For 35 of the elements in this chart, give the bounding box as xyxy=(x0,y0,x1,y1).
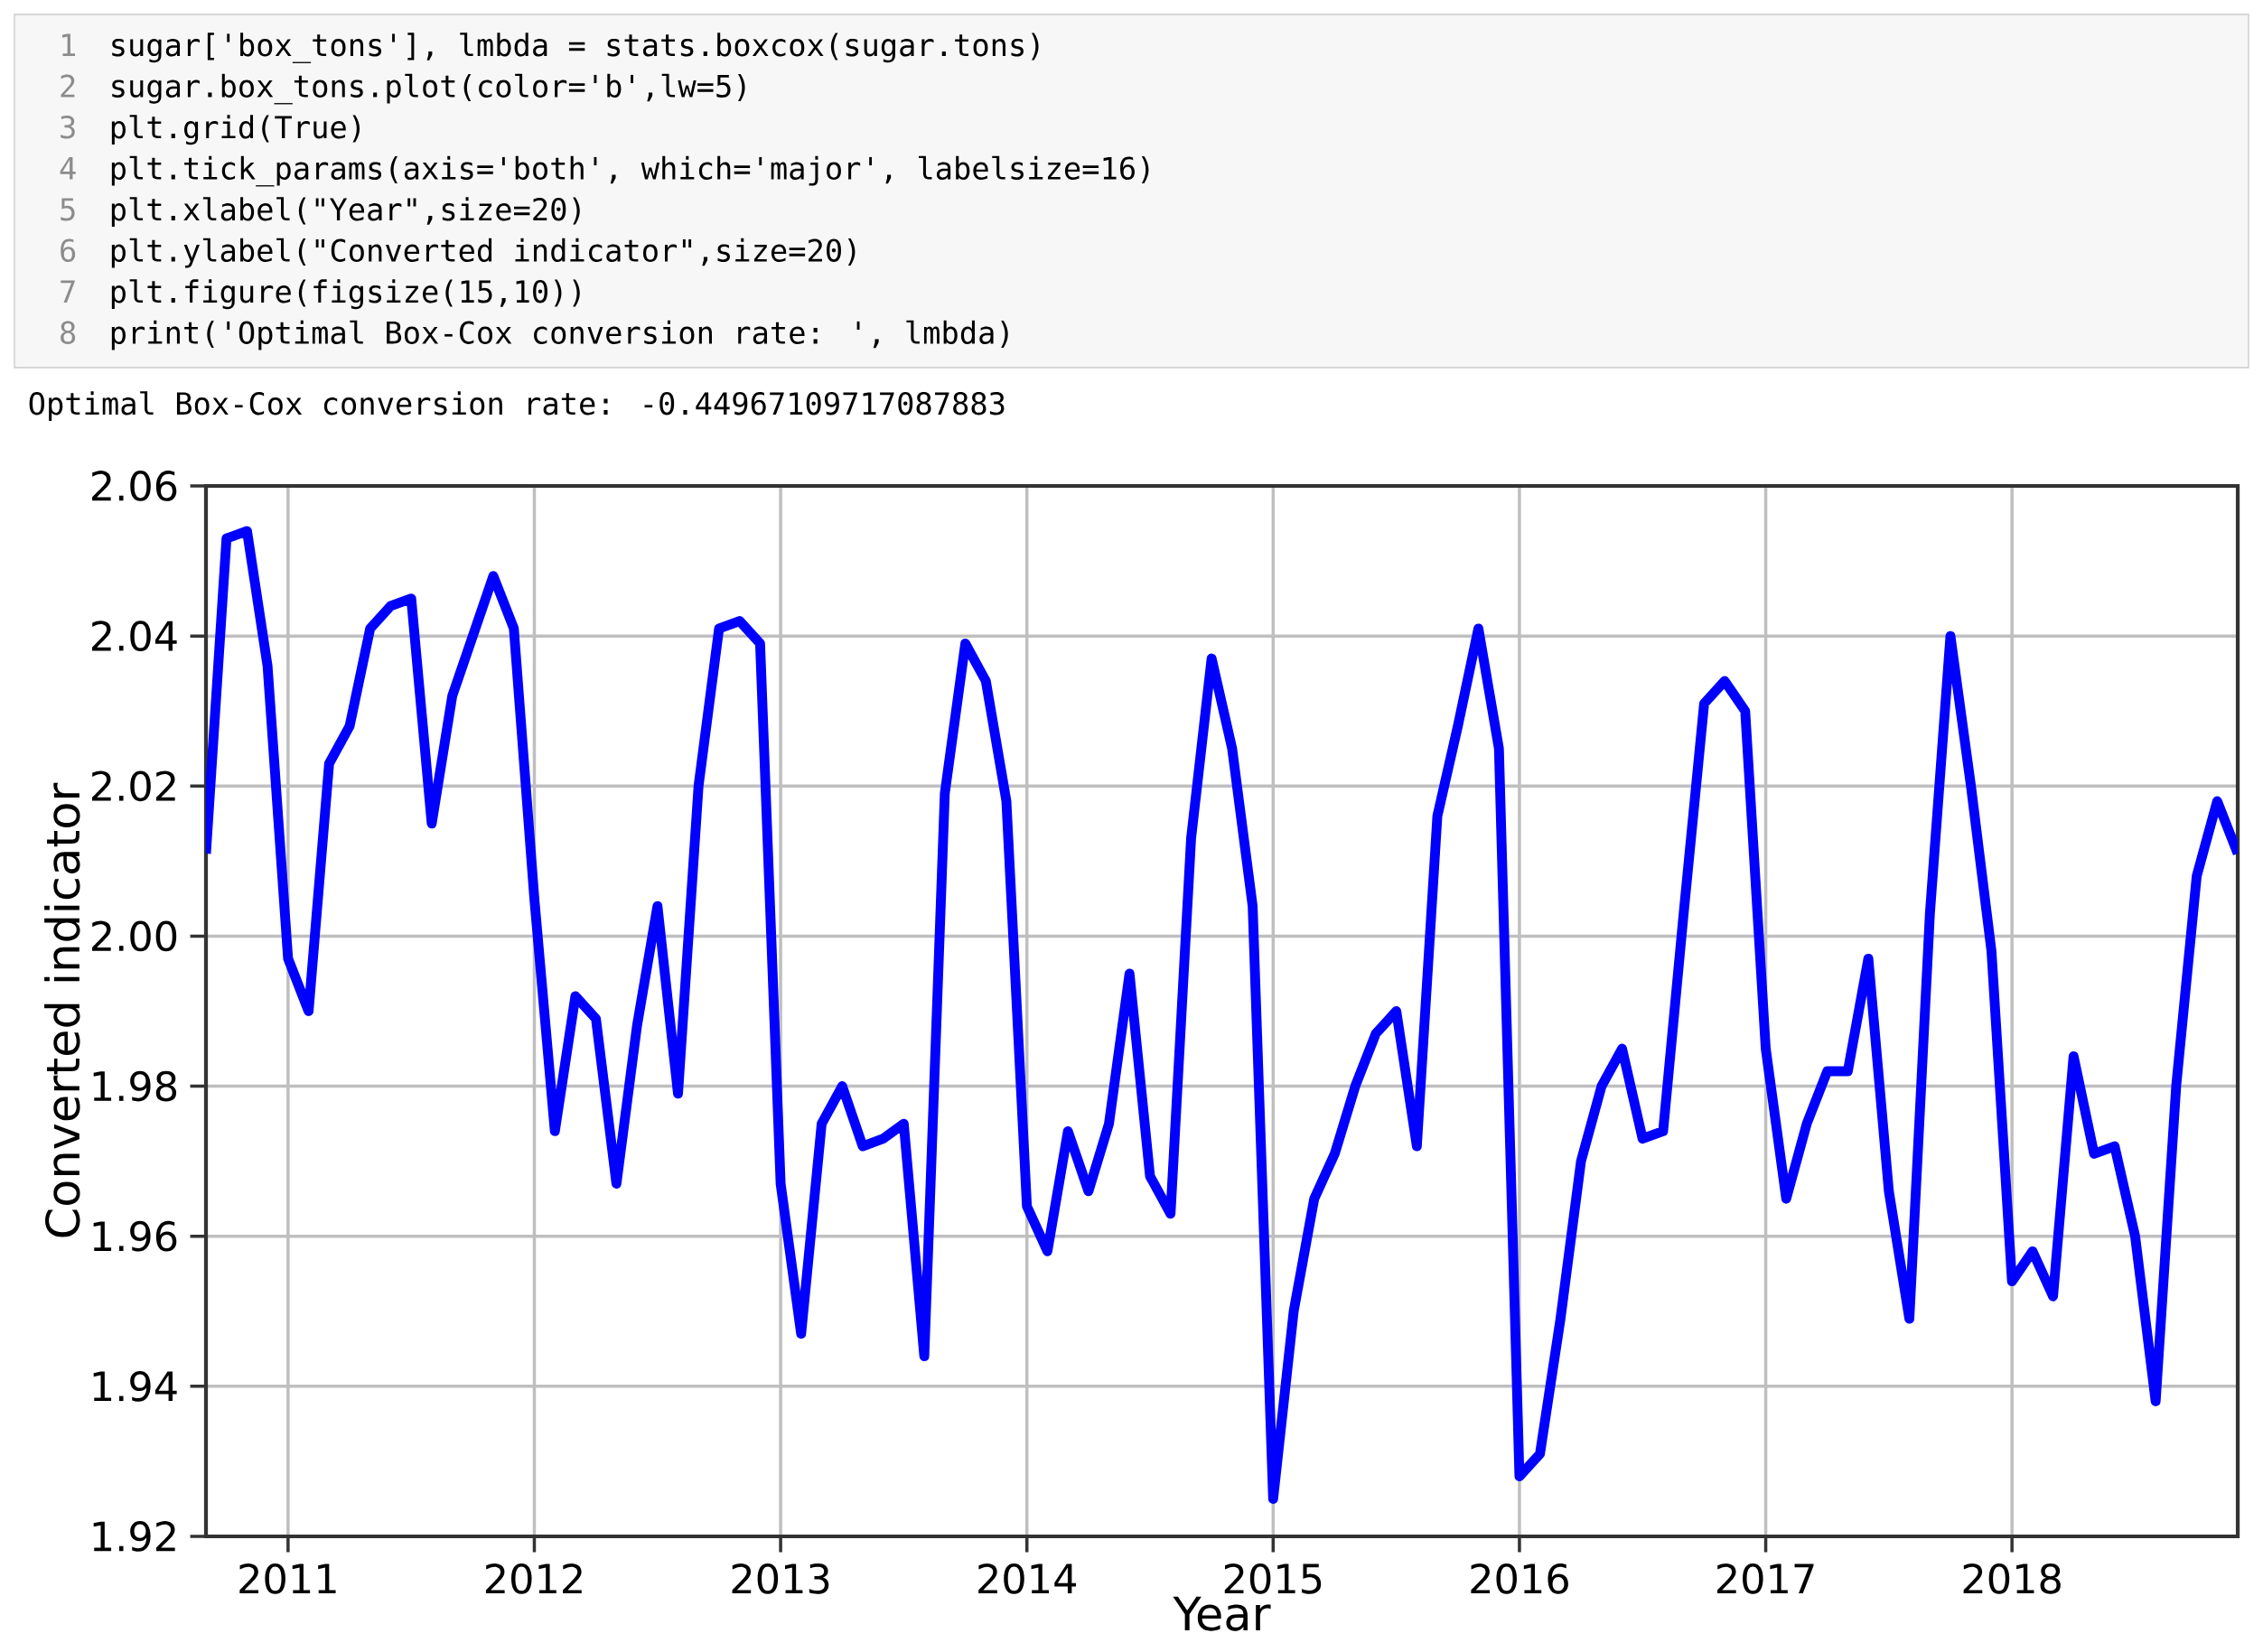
x-tick-label: 2011 xyxy=(239,1563,336,1594)
text: sugar.box_tons.plot(color='b',lw=5) xyxy=(112,73,745,105)
text: plt.tick_params(axis='both', which='major', labelsize=16) xyxy=(111,155,1149,187)
x-tick-label: 2015 xyxy=(1224,1563,1322,1594)
y-tick-label: 1.96 xyxy=(93,1220,177,1252)
text: plt.ylabel("Converted indicator",size=20) xyxy=(111,238,856,268)
x-axis-title: Year xyxy=(1173,1596,1271,1631)
text: sugar['box_tons'], lmbda = stats.boxcox(sugar.tons) xyxy=(112,33,1039,63)
text: 1 xyxy=(62,33,76,56)
x-tick-label: 2017 xyxy=(1717,1563,1814,1594)
text: plt.grid(True) xyxy=(111,115,360,145)
text: 6 xyxy=(61,238,76,262)
y-tick-label: 1.92 xyxy=(93,1521,175,1552)
y-tick-label: 2.02 xyxy=(92,770,175,802)
text: plt.xlabel("Year",size=20) xyxy=(111,197,580,227)
x-tick-label: 2016 xyxy=(1471,1563,1568,1594)
y-tick-label: 2.06 xyxy=(92,471,177,501)
text: 3 xyxy=(61,115,75,139)
text: Optimal Box-Cox conversion rate: -0.44967109717087883 xyxy=(29,391,1005,421)
y-tick-label: 1.94 xyxy=(93,1370,177,1402)
text: 4 xyxy=(60,156,76,180)
text: 5 xyxy=(61,198,75,221)
x-tick-label: 2014 xyxy=(978,1563,1076,1594)
x-tick-label: 2018 xyxy=(1963,1563,2061,1594)
text: 2 xyxy=(61,74,75,98)
text: 7 xyxy=(61,280,75,303)
text: plt.figure(figsize(15,10)) xyxy=(111,279,580,310)
text: print('Optimal Box-Cox conversion rate: ', lmbda) xyxy=(111,320,1008,350)
y-tick-label: 1.98 xyxy=(93,1070,177,1102)
x-tick-label: 2012 xyxy=(485,1563,582,1594)
text: 8 xyxy=(61,321,76,344)
y-axis-title: Converted indicator xyxy=(44,782,80,1237)
x-tick-label: 2013 xyxy=(732,1563,829,1594)
y-tick-label: 2.04 xyxy=(92,621,177,651)
y-tick-label: 2.00 xyxy=(92,920,177,952)
